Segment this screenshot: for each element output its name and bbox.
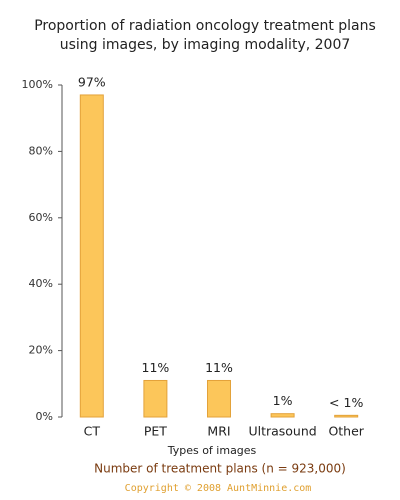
bar [207,379,231,418]
copyright: Copyright © 2008 AuntMinnie.com [125,483,312,494]
value-label: 11% [205,360,233,375]
x-tick-label: PET [144,424,167,439]
bar [143,379,168,418]
y-tick-label: 0% [36,410,53,423]
y-tick-label: 80% [29,144,53,157]
x-tick-label: MRI [207,424,230,439]
y-tick-label: 20% [29,344,53,357]
note: Number of treatment plans (n = 923,000) [94,462,346,476]
value-label: 11% [142,360,170,375]
y-tick-label: 100% [22,78,53,91]
x-tick-label: Other [328,424,364,439]
x-tick-label: CT [84,424,101,439]
value-label: 97% [78,74,106,89]
chart-title: Proportion of radiation oncology treatme… [34,18,376,34]
bar [270,413,295,418]
value-label: 1% [273,393,293,408]
chart-title: using images, by imaging modality, 2007 [60,37,351,53]
y-tick-label: 60% [29,211,53,224]
value-label: < 1% [329,395,363,410]
y-tick-label: 40% [29,277,53,290]
bar [79,94,104,418]
x-tick-label: Ultrasound [248,424,316,439]
bar [334,414,359,418]
x-axis-title: Types of images [167,444,257,457]
